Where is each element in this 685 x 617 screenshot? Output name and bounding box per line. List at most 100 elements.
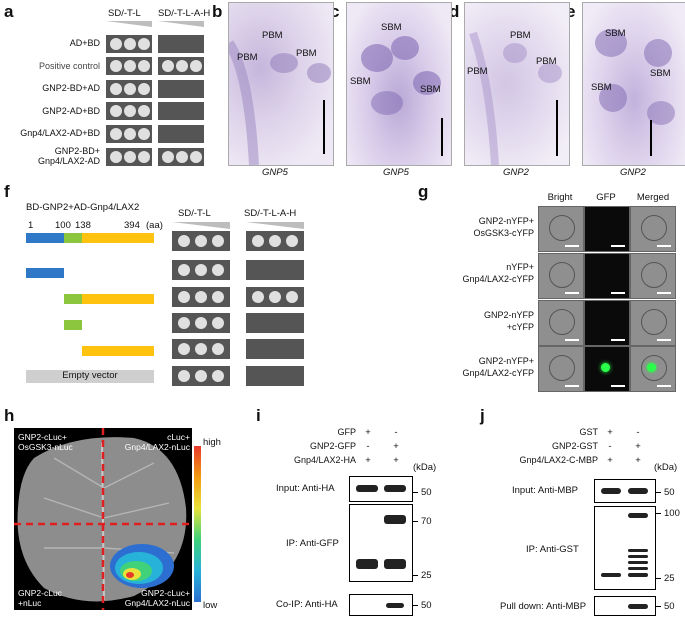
f-colony-spot <box>286 291 298 303</box>
i-marker-input: 50 <box>421 487 432 498</box>
f-construct-138-394 <box>82 346 154 356</box>
f-colony-spot <box>252 235 264 247</box>
g-scale-bar <box>565 245 579 247</box>
f-dilution-wedge-2 <box>246 222 304 229</box>
j-marker-pulldown: 50 <box>664 601 675 612</box>
a-row-label-1: AD+BD <box>69 38 100 48</box>
a-plate <box>106 57 152 75</box>
f-colony-spot <box>178 370 190 382</box>
f-colony-spot <box>212 317 224 329</box>
i-sign-r3-c2: + <box>393 455 399 466</box>
f-colony-spot <box>212 343 224 355</box>
panel-label-f: f <box>4 182 10 201</box>
j-row-gnp4-mbp: Gnp4/LAX2-C-MBP <box>519 455 598 465</box>
i-row-gnp2-gfp: GNP2-GFP <box>309 441 356 451</box>
i-ip-blot <box>349 504 413 582</box>
g-row1-line2: OsGSK3-cYFP <box>473 228 534 238</box>
panel-label-h: h <box>4 406 15 425</box>
f-position-138: 138 <box>75 220 91 231</box>
a-plate <box>106 102 152 120</box>
e-scale-bar <box>650 120 652 156</box>
h-label-bl-2: +nLuc <box>18 598 42 608</box>
a-colony-spot <box>138 83 150 95</box>
a-colony-spot <box>124 38 136 50</box>
a-plate <box>106 80 152 98</box>
h-scale-high: high <box>203 437 221 448</box>
g-protoplast <box>641 309 667 335</box>
a-colony-spot <box>138 105 150 117</box>
g-micrograph <box>630 300 676 346</box>
j-input-label: Input: Anti-MBP <box>512 485 579 496</box>
i-coip-label: Co-IP: Anti-HA <box>276 599 338 610</box>
g-scale-bar <box>657 385 671 387</box>
j-sign-r3-c1: + <box>607 455 613 466</box>
f-colony-spot <box>195 370 207 382</box>
b-gene-label: GNP5 <box>262 167 288 178</box>
a-plate <box>158 35 204 53</box>
j-ip-blot <box>594 506 656 590</box>
f-colony-spot <box>195 264 207 276</box>
a-plate <box>158 102 204 120</box>
i-sign-r1-c2: - <box>394 427 398 438</box>
a-colony-spot <box>124 105 136 117</box>
g-protoplast <box>549 215 575 241</box>
j-ip-label: IP: Anti-GST <box>526 544 579 555</box>
i-coip-blot <box>349 594 413 616</box>
f-plate <box>172 260 230 280</box>
f-plate <box>246 231 304 251</box>
a-colony-spot <box>190 60 202 72</box>
a-colony-spot <box>110 128 122 140</box>
a-colony-spot <box>124 128 136 140</box>
b-label-pbm-3: PBM <box>296 48 317 59</box>
f-position-1: 1 <box>28 220 34 231</box>
c-label-sbm-2: SBM <box>350 76 371 87</box>
g-row4-line1: GNP2-nYFP+ <box>478 356 534 366</box>
panel-label-d: d <box>449 2 460 21</box>
f-full-blue-segment <box>26 233 64 243</box>
g-micrograph <box>538 206 584 252</box>
a-colony-spot <box>162 60 174 72</box>
j-sign-r2-c2: + <box>635 441 641 452</box>
f-colony-spot <box>286 235 298 247</box>
a-colony-spot <box>110 60 122 72</box>
a-colony-spot <box>138 128 150 140</box>
i-sign-r3-c1: + <box>365 455 371 466</box>
f-colony-spot <box>178 317 190 329</box>
g-protoplast <box>641 215 667 241</box>
j-sign-r1-c1: + <box>607 427 613 438</box>
f-colony-spot <box>252 291 264 303</box>
f-colony-spot <box>178 291 190 303</box>
g-micrograph <box>630 253 676 299</box>
h-label-br-1: GNP2-cLuc+ <box>141 588 190 598</box>
panel-label-a: a <box>4 2 14 21</box>
g-row3-line1: GNP2-nYFP <box>483 310 534 320</box>
i-input-blot <box>349 476 413 502</box>
f-full-green-segment <box>64 233 82 243</box>
h-luciferase-image <box>14 428 192 610</box>
f-colony-spot <box>195 343 207 355</box>
g-row2-line2: Gnp4/LAX2-cYFP <box>462 274 534 284</box>
f-colony-spot <box>195 235 207 247</box>
j-sign-r3-c2: + <box>635 455 641 466</box>
f-col-header-1: SD/-T-L <box>178 208 211 219</box>
a-colony-spot <box>162 151 174 163</box>
g-micrograph <box>584 253 630 299</box>
f-aa-unit: (aa) <box>146 220 163 231</box>
b-label-pbm-2: PBM <box>237 52 258 63</box>
a-row-label-5: Gnp4/LAX2-AD+BD <box>20 128 100 138</box>
f-col-header-2: SD/-T-L-A-H <box>244 208 297 219</box>
e-label-sbm-2: SBM <box>591 82 612 93</box>
j-sign-r2-c1: - <box>608 441 612 452</box>
d-scale-bar <box>556 100 558 156</box>
j-sign-r1-c2: - <box>636 427 640 438</box>
panel-label-j: j <box>480 406 485 425</box>
a-dilution-wedge-1 <box>106 21 152 27</box>
c-label-sbm-1: SBM <box>381 22 402 33</box>
g-gfp-signal <box>601 363 610 372</box>
h-label-tl-2: OsGSK3-nLuc <box>18 442 73 452</box>
d-label-pbm-2: PBM <box>467 66 488 77</box>
a-colony-spot <box>176 60 188 72</box>
panel-label-e: e <box>566 2 576 21</box>
h-scale-low: low <box>203 600 218 611</box>
f-plate <box>172 366 230 386</box>
